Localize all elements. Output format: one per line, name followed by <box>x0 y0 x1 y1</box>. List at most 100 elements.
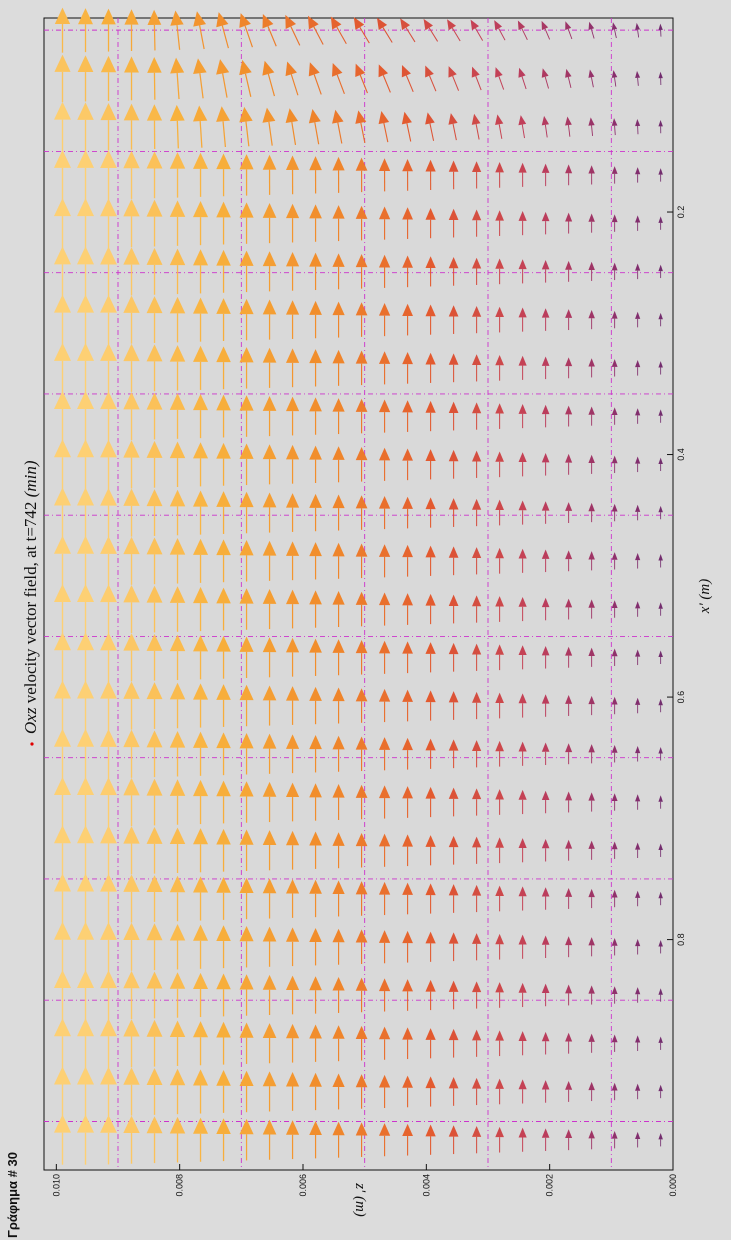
velocity-arrow <box>285 251 300 291</box>
velocity-arrow <box>402 159 413 191</box>
velocity-arrow <box>239 733 254 775</box>
velocity-arrow <box>239 684 254 727</box>
velocity-arrow <box>518 548 527 573</box>
velocity-arrow <box>635 553 641 569</box>
velocity-arrow <box>123 874 140 923</box>
velocity-arrow <box>635 118 641 135</box>
velocity-arrow <box>402 496 413 529</box>
velocity-arrow <box>355 543 368 579</box>
velocity-arrow <box>588 21 595 39</box>
velocity-arrow <box>635 987 641 1003</box>
velocity-arrow <box>193 105 208 148</box>
velocity-arrow <box>216 201 231 245</box>
velocity-arrow <box>565 309 573 331</box>
velocity-arrow <box>355 1122 368 1157</box>
velocity-arrow <box>518 596 527 622</box>
velocity-arrow <box>588 551 595 571</box>
velocity-arrow <box>193 1117 209 1162</box>
velocity-arrow <box>658 71 663 85</box>
velocity-arrow <box>565 984 573 1006</box>
velocity-arrow <box>146 633 163 681</box>
velocity-arrow <box>402 1123 413 1156</box>
velocity-arrow <box>565 1129 573 1151</box>
vector-arrows <box>54 7 663 1165</box>
velocity-arrow <box>378 688 391 723</box>
velocity-arrow <box>565 164 573 186</box>
velocity-arrow <box>565 791 573 813</box>
velocity-arrow <box>77 921 95 972</box>
velocity-arrow <box>54 294 71 345</box>
velocity-arrow <box>355 302 368 337</box>
velocity-arrow <box>216 635 231 679</box>
velocity-arrow <box>54 825 71 876</box>
velocity-arrow <box>332 687 345 724</box>
velocity-arrow <box>588 1081 595 1102</box>
velocity-arrow <box>285 589 300 629</box>
velocity-arrow <box>541 983 550 1007</box>
velocity-arrow <box>588 985 595 1005</box>
velocity-arrow <box>658 264 663 279</box>
velocity-arrow <box>472 498 482 527</box>
velocity-arrow <box>425 1124 436 1155</box>
velocity-arrow <box>170 57 185 100</box>
velocity-arrow <box>518 982 527 1008</box>
velocity-arrow <box>169 152 186 198</box>
velocity-arrow <box>239 974 254 1016</box>
velocity-arrow <box>658 650 663 664</box>
velocity-arrow <box>541 790 550 814</box>
velocity-arrow <box>54 535 71 586</box>
velocity-arrow <box>123 536 140 585</box>
velocity-arrow <box>77 294 95 345</box>
velocity-arrow <box>495 692 504 719</box>
velocity-arrow <box>658 891 663 906</box>
velocity-arrow <box>77 391 95 442</box>
velocity-arrow <box>169 586 186 632</box>
velocity-arrow <box>123 922 140 971</box>
velocity-arrow <box>565 1080 573 1102</box>
velocity-arrow <box>448 353 459 383</box>
velocity-arrow <box>216 298 231 341</box>
velocity-arrow <box>517 20 528 41</box>
velocity-arrow <box>262 492 277 533</box>
velocity-arrow <box>332 446 345 483</box>
velocity-arrow <box>355 63 368 94</box>
velocity-arrow <box>611 166 618 184</box>
velocity-arrow <box>402 303 413 336</box>
velocity-arrow <box>378 881 391 916</box>
velocity-arrow <box>262 830 277 871</box>
velocity-arrow <box>472 691 482 720</box>
velocity-arrow <box>378 1026 391 1060</box>
velocity-arrow <box>193 538 209 583</box>
velocity-arrow <box>54 632 71 683</box>
velocity-arrow <box>239 250 254 293</box>
velocity-arrow <box>472 643 482 671</box>
velocity-arrow <box>402 255 413 288</box>
velocity-arrow <box>77 439 95 490</box>
velocity-arrow <box>378 640 391 674</box>
velocity-arrow <box>518 1031 527 1056</box>
velocity-arrow <box>77 102 94 151</box>
velocity-arrow <box>54 54 71 103</box>
velocity-arrow <box>100 102 117 151</box>
velocity-arrow <box>146 537 163 585</box>
velocity-arrow <box>541 838 550 862</box>
velocity-arrow <box>169 1020 186 1066</box>
velocity-arrow <box>425 1028 436 1059</box>
velocity-arrow <box>309 735 322 773</box>
velocity-arrow <box>635 938 641 955</box>
velocity-arrow <box>77 632 95 683</box>
velocity-arrow <box>239 588 254 630</box>
velocity-arrow <box>472 402 482 430</box>
velocity-arrow <box>518 741 527 766</box>
velocity-arrow <box>448 884 459 913</box>
velocity-arrow <box>54 439 71 490</box>
velocity-arrow <box>495 596 504 622</box>
velocity-arrow <box>472 1077 482 1106</box>
velocity-arrow <box>193 1021 209 1066</box>
velocity-arrow <box>658 795 663 809</box>
velocity-arrow <box>565 405 573 427</box>
velocity-arrow <box>565 453 573 475</box>
velocity-arrow <box>635 408 641 424</box>
velocity-arrow <box>309 879 322 918</box>
velocity-arrow <box>518 259 527 284</box>
